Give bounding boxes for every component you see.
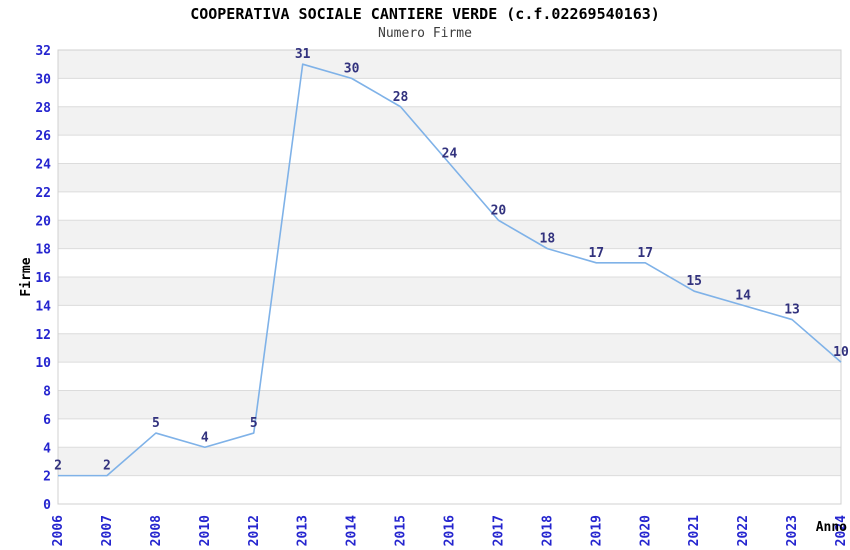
data-point-label: 28 xyxy=(393,90,409,105)
y-tick-label: 32 xyxy=(35,44,51,59)
grid-band xyxy=(58,50,841,79)
y-tick-label: 10 xyxy=(35,356,51,371)
x-tick-label: 2022 xyxy=(736,515,751,546)
y-tick-label: 6 xyxy=(43,413,51,428)
y-tick-label: 0 xyxy=(43,498,51,513)
data-point-label: 14 xyxy=(735,288,751,303)
x-tick-label: 2017 xyxy=(491,515,506,546)
grid-band xyxy=(58,220,841,249)
x-tick-label: 2012 xyxy=(247,515,262,546)
x-tick-label: 2014 xyxy=(345,515,360,546)
data-point-label: 18 xyxy=(540,232,556,247)
y-tick-label: 28 xyxy=(35,101,51,116)
y-tick-label: 8 xyxy=(43,385,51,400)
data-point-label: 10 xyxy=(833,345,849,360)
y-tick-label: 20 xyxy=(35,214,51,229)
x-tick-label: 2020 xyxy=(638,515,653,546)
data-point-label: 30 xyxy=(344,61,360,76)
y-axis-label: Firme xyxy=(19,257,34,296)
data-point-label: 5 xyxy=(152,416,160,431)
data-series-line xyxy=(58,63,842,477)
data-point-label: 24 xyxy=(442,147,458,162)
y-tick-label: 14 xyxy=(35,299,51,314)
chart-title: COOPERATIVA SOCIALE CANTIERE VERDE (c.f.… xyxy=(190,5,660,23)
x-tick-label: 2008 xyxy=(149,515,164,546)
grid-band xyxy=(58,447,841,476)
x-tick-label: 2006 xyxy=(51,515,66,546)
x-tick-label: 2015 xyxy=(394,515,409,546)
x-tick-label: 2018 xyxy=(540,515,555,546)
data-point-label: 17 xyxy=(637,246,653,261)
x-tick-label: 2021 xyxy=(687,515,702,546)
y-tick-label: 24 xyxy=(35,158,51,173)
y-tick-label: 30 xyxy=(35,72,51,87)
y-tick-label: 12 xyxy=(35,328,51,343)
data-point-label: 15 xyxy=(686,274,702,289)
grid-band xyxy=(58,106,841,136)
data-point-label: 20 xyxy=(491,203,507,218)
grid-band xyxy=(58,163,841,192)
grid-band xyxy=(58,333,841,363)
data-point-label: 31 xyxy=(295,47,311,62)
y-tick-label: 2 xyxy=(43,470,51,485)
y-tick-label: 16 xyxy=(35,271,51,286)
y-tick-label: 4 xyxy=(43,441,51,456)
plot-border xyxy=(57,49,842,505)
y-tick-label: 22 xyxy=(35,186,51,201)
data-point-label: 13 xyxy=(784,303,800,318)
x-tick-label: 2023 xyxy=(785,515,800,546)
x-axis-label: Anno xyxy=(816,520,847,535)
x-tick-label: 2013 xyxy=(296,515,311,546)
data-point-label: 17 xyxy=(588,246,604,261)
chart-subtitle: Numero Firme xyxy=(378,26,472,41)
data-point-label: 4 xyxy=(201,430,209,445)
x-tick-label: 2019 xyxy=(589,515,604,546)
x-tick-label: 2024 xyxy=(834,515,849,546)
grid-band xyxy=(58,277,841,306)
x-tick-label: 2007 xyxy=(100,515,115,546)
x-tick-label: 2016 xyxy=(443,515,458,546)
data-point-label: 5 xyxy=(250,416,258,431)
grid-band xyxy=(58,390,841,419)
data-point-label: 2 xyxy=(103,459,111,474)
x-tick-label: 2010 xyxy=(198,515,213,546)
y-tick-label: 18 xyxy=(35,243,51,258)
data-point-label: 2 xyxy=(54,459,62,474)
y-tick-label: 26 xyxy=(35,129,51,144)
